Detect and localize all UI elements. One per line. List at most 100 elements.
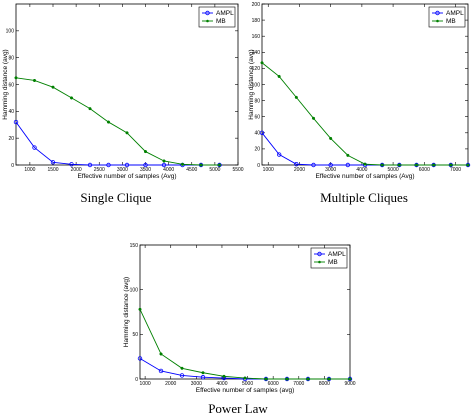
data-point-mb bbox=[51, 85, 55, 89]
data-point-mb bbox=[264, 377, 268, 381]
data-point-mb bbox=[138, 307, 142, 311]
data-point-ampl bbox=[200, 375, 206, 380]
data-point-ampl bbox=[50, 160, 56, 165]
y-tick-label: 60 bbox=[254, 115, 260, 121]
x-tick-label: 2000 bbox=[71, 167, 82, 173]
y-tick-label: 150 bbox=[130, 243, 139, 249]
data-point-mb bbox=[222, 374, 226, 378]
data-point-mb bbox=[69, 96, 74, 100]
x-tick-label: 5000 bbox=[242, 381, 253, 387]
data-point-ampl bbox=[124, 162, 130, 168]
series-line-ampl bbox=[15, 121, 220, 166]
y-tick-label: 200 bbox=[252, 2, 261, 8]
data-point-mb bbox=[125, 131, 129, 135]
x-tick-label: 2000 bbox=[294, 167, 305, 173]
data-point-mb bbox=[346, 153, 350, 157]
data-point-mb bbox=[106, 120, 111, 124]
x-tick-label: 3000 bbox=[325, 167, 336, 173]
data-point-ampl bbox=[32, 145, 37, 150]
y-tick-label: 80 bbox=[8, 55, 14, 61]
x-tick-label: 4000 bbox=[216, 381, 227, 387]
data-point-mb bbox=[306, 377, 310, 381]
data-point-ampl bbox=[259, 130, 265, 135]
data-point-ampl bbox=[345, 162, 351, 168]
data-point-ampl bbox=[137, 356, 143, 361]
data-point-mb bbox=[329, 136, 333, 140]
data-point-ampl bbox=[143, 162, 148, 168]
y-tick-label: 140 bbox=[252, 50, 261, 56]
data-point-ampl bbox=[276, 152, 282, 157]
data-point-mb bbox=[311, 116, 316, 120]
data-point-ampl bbox=[311, 162, 316, 168]
legend-marker-ampl bbox=[435, 10, 440, 16]
x-tick-label: 1500 bbox=[47, 167, 58, 173]
legend-marker-ampl bbox=[317, 251, 322, 257]
data-point-mb bbox=[348, 377, 352, 381]
series-line-mb bbox=[15, 77, 220, 166]
legend-marker-mb bbox=[318, 260, 321, 264]
data-point-mb bbox=[243, 376, 247, 380]
data-point-ampl bbox=[161, 162, 167, 168]
data-point-mb bbox=[466, 163, 470, 167]
data-point-ampl bbox=[158, 368, 164, 374]
y-tick-label: 0 bbox=[135, 377, 138, 383]
data-point-mb bbox=[199, 163, 203, 167]
plot-area bbox=[15, 3, 239, 166]
y-tick-label: 40 bbox=[254, 131, 260, 137]
x-tick-label: 3500 bbox=[140, 167, 151, 173]
x-tick-label: 9000 bbox=[344, 381, 355, 387]
chart-power-law: 1000 2000 3000 4000 5000 6000 7000 8000 9000 0 50 1… bbox=[123, 243, 356, 415]
x-tick-label: 5000 bbox=[388, 167, 399, 173]
x-tick-label: 2500 bbox=[94, 167, 105, 173]
x-axis-label: Effective number of samples (Avg) bbox=[77, 173, 176, 180]
legend-label-mb: MB bbox=[328, 259, 338, 266]
series-mb bbox=[260, 61, 470, 167]
data-point-mb bbox=[32, 78, 37, 83]
y-tick-label: 180 bbox=[252, 18, 261, 24]
y-tick-label: 100 bbox=[130, 287, 139, 293]
y-tick-label: 50 bbox=[132, 332, 138, 338]
x-axis-label: Effective number of samples (Avg) bbox=[315, 173, 414, 180]
data-point-ampl bbox=[328, 162, 333, 168]
x-tick-label: 2000 bbox=[165, 381, 176, 387]
data-point-mb bbox=[363, 162, 367, 166]
y-tick-label: 0 bbox=[257, 163, 260, 169]
data-point-ampl bbox=[13, 119, 19, 125]
legend-label-ampl: AMPL bbox=[446, 10, 464, 17]
series-line-ampl bbox=[261, 132, 468, 166]
data-point-mb bbox=[277, 74, 281, 78]
legend-label-mb: MB bbox=[446, 18, 456, 25]
x-tick-label: 5500 bbox=[232, 167, 243, 173]
y-tick-label: 160 bbox=[252, 34, 261, 40]
data-point-ampl bbox=[294, 161, 299, 167]
y-tick-label: 80 bbox=[254, 98, 260, 104]
data-point-ampl bbox=[179, 373, 185, 378]
x-tick-label: 1000 bbox=[263, 167, 274, 173]
y-tick-label: 0 bbox=[11, 163, 14, 169]
chart-single-clique: 1000 1500 2000 2500 3000 3500 4000 4500 5000 5500… bbox=[2, 3, 244, 205]
series-ampl bbox=[13, 119, 222, 168]
x-tick-label: 7000 bbox=[293, 381, 304, 387]
data-point-mb bbox=[449, 163, 453, 167]
chart-caption: Power Law bbox=[208, 401, 268, 415]
data-point-mb bbox=[159, 352, 163, 356]
data-point-mb bbox=[397, 163, 401, 167]
data-point-ampl bbox=[106, 162, 111, 168]
x-tick-label: 4000 bbox=[163, 167, 174, 173]
y-tick-label: 100 bbox=[252, 82, 261, 88]
y-axis-label: Hamming distance (avg) bbox=[248, 49, 255, 119]
x-tick-label: 3000 bbox=[117, 167, 128, 173]
data-point-mb bbox=[327, 377, 331, 381]
series-line-mb bbox=[261, 62, 468, 166]
data-point-mb bbox=[285, 377, 289, 381]
data-point-mb bbox=[180, 162, 185, 166]
series-mb bbox=[138, 307, 352, 381]
y-tick-label: 60 bbox=[8, 82, 14, 88]
series-ampl bbox=[259, 130, 471, 168]
data-point-mb bbox=[88, 107, 92, 111]
x-tick-label: 4000 bbox=[356, 167, 367, 173]
x-axis-label: Effective number of samples (avg) bbox=[196, 387, 295, 394]
